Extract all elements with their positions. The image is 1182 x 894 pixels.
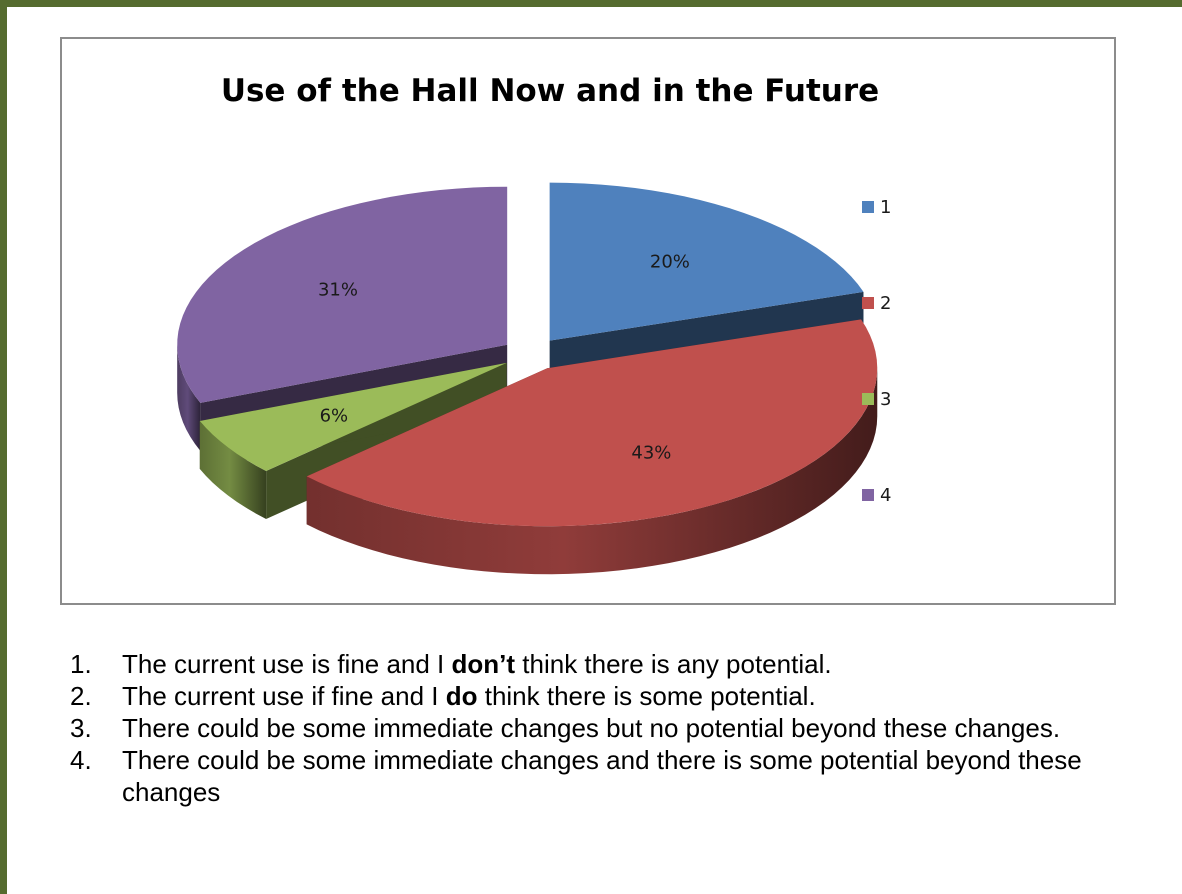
note-emphasis: don’t bbox=[451, 649, 516, 679]
pie-slice-2-top bbox=[306, 319, 878, 527]
pie-slice-2-edge bbox=[306, 368, 878, 575]
legend-label-4: 4 bbox=[880, 485, 891, 506]
data-label-3: 6% bbox=[320, 405, 349, 426]
note-emphasis: do bbox=[445, 681, 478, 711]
data-label-4: 31% bbox=[318, 280, 358, 301]
legend-label-2: 2 bbox=[880, 293, 891, 314]
pie-data-labels: 20% 31% 6% 43% bbox=[318, 251, 690, 463]
legend-item-3: 3 bbox=[862, 389, 891, 410]
legend-swatch-2 bbox=[862, 297, 874, 309]
note-number: 1. bbox=[70, 649, 92, 679]
data-label-1: 20% bbox=[650, 251, 690, 272]
note-item: 4. There could be some immediate changes … bbox=[70, 744, 1150, 808]
chart-container: Use of the Hall Now and in the Future 20… bbox=[60, 37, 1116, 605]
pie-slices bbox=[177, 182, 878, 575]
legend-swatch-3 bbox=[862, 393, 874, 405]
pie-slice-1-top bbox=[549, 182, 864, 341]
note-text: The current use if fine and I bbox=[122, 681, 446, 711]
note-item: 3. There could be some immediate changes … bbox=[70, 712, 1150, 744]
pie-chart: Use of the Hall Now and in the Future 20… bbox=[177, 73, 891, 575]
note-number: 2. bbox=[70, 681, 92, 711]
note-text: There could be some immediate changes bu… bbox=[122, 713, 1061, 743]
notes-list: 1. The current use is fine and I don’t th… bbox=[70, 648, 1150, 808]
pie-slice-3-edge bbox=[199, 421, 267, 519]
chart-title: Use of the Hall Now and in the Future bbox=[221, 73, 879, 109]
legend-label-1: 1 bbox=[880, 197, 891, 218]
pie-slice-2 bbox=[306, 319, 878, 575]
note-item: 1. The current use is fine and I don’t th… bbox=[70, 648, 1150, 680]
legend-item-4: 4 bbox=[862, 485, 891, 506]
legend-label-3: 3 bbox=[880, 389, 891, 410]
pie-slice-3-top bbox=[199, 362, 507, 471]
note-text-end: think there is any potential. bbox=[515, 649, 832, 679]
legend-item-1: 1 bbox=[862, 197, 891, 218]
note-text-end: think there is some potential. bbox=[477, 681, 816, 711]
legend-swatch-1 bbox=[862, 201, 874, 213]
note-item: 2. The current use if fine and I do think… bbox=[70, 680, 1150, 712]
note-text: There could be some immediate changes an… bbox=[122, 745, 1082, 807]
note-text: The current use is fine and I bbox=[122, 649, 452, 679]
legend-item-2: 2 bbox=[862, 293, 891, 314]
legend-swatch-4 bbox=[862, 489, 874, 501]
pie-slice-4-top bbox=[177, 186, 508, 403]
chart-legend: 1 2 3 4 bbox=[862, 197, 891, 506]
note-number: 3. bbox=[70, 713, 92, 743]
pie-slice-4-edge bbox=[177, 344, 201, 451]
data-label-2: 43% bbox=[631, 443, 671, 464]
note-number: 4. bbox=[70, 745, 92, 775]
